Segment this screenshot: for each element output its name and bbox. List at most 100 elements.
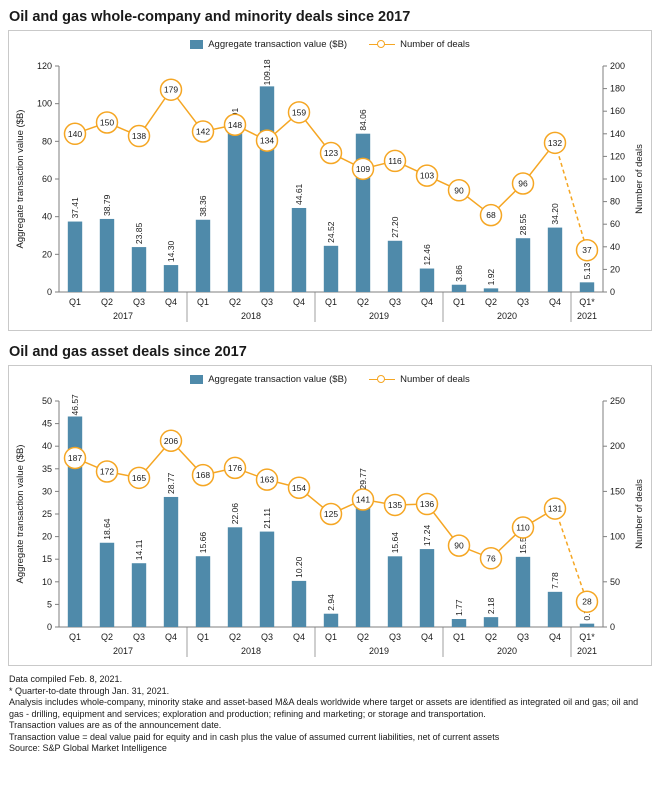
legend-item-bar-series: Aggregate transaction value ($B) [190,374,347,385]
line-marker-swatch-icon [369,374,396,385]
bar [419,549,435,627]
deals-count-label: 37 [582,245,592,255]
deals-count-label: 136 [420,499,434,509]
left-axis-tick-label: 20 [42,532,52,542]
footnote-transaction-value-definition: Transaction value = deal value paid for … [9,731,500,742]
deals-line [74,439,556,560]
bar-value-label: 15.66 [198,532,208,554]
year-label: 2021 [577,646,597,656]
deals-count-label: 116 [388,156,402,166]
deals-count-label: 109 [356,164,370,174]
left-axis-tick-label: 120 [37,61,52,71]
bar-value-label: 44.61 [294,183,304,205]
quarter-label: Q3 [389,297,401,307]
bar-swatch-icon [190,374,204,384]
quarter-label: Q4 [165,297,177,307]
bar [99,218,115,292]
quarter-label: Q2 [229,632,241,642]
deals-count-label: 163 [260,475,274,485]
quarter-label: Q3 [133,632,145,642]
legend-circle-glyph [377,40,386,48]
deals-marker [191,120,215,143]
legend-line-label: Number of deals [400,38,470,50]
bar [67,221,83,292]
right-axis-tick-label: 150 [610,486,625,496]
bar [451,618,467,627]
deals-line [74,88,556,217]
bar-value-label: 109.18 [262,59,272,85]
deals-count-label: 187 [68,453,82,463]
deals-marker [575,590,599,613]
deals-count-label: 131 [548,504,562,514]
footnote-analysis-scope: Analysis includes whole-company, minorit… [9,697,639,719]
bar-value-label: 3.86 [454,265,464,282]
bar [323,613,339,627]
deals-marker [511,516,535,539]
bar [419,268,435,292]
quarter-label: Q1 [197,632,209,642]
right-axis-tick-label: 100 [610,174,625,184]
deals-count-label: 168 [196,470,210,480]
bar-value-label: 27.20 [390,216,400,238]
legend-item-line-series: Number of deals [369,374,470,385]
right-axis-tick-label: 80 [610,197,620,207]
bar-value-label: 2.18 [486,597,496,614]
legend-item-bar-series: Aggregate transaction value ($B) [190,39,347,50]
quarter-label: Q2 [485,632,497,642]
right-axis-tick-label: 250 [610,396,625,406]
deals-count-label: 154 [292,483,306,493]
deals-count-label: 172 [100,467,114,477]
right-axis-tick-label: 0 [610,287,615,297]
left-axis-tick-label: 40 [42,441,52,451]
quarter-label: Q3 [133,297,145,307]
quarter-label: Q4 [421,632,433,642]
bar-value-label: 38.36 [198,195,208,217]
legend-item-line-series: Number of deals [369,39,470,50]
right-axis-tick-label: 20 [610,264,620,274]
bar [323,245,339,292]
quarter-label: Q1 [325,632,337,642]
quarter-label: Q1 [197,297,209,307]
quarter-label: Q3 [389,632,401,642]
year-label: 2017 [113,646,133,656]
quarter-label: Q3 [261,297,273,307]
bar [387,240,403,292]
chart2-title: Oil and gas asset deals since 2017 [9,344,247,360]
bar-value-label: 23.85 [134,223,144,245]
footnotes: Data compiled Feb. 8, 2021. * Quarter-to… [0,666,660,761]
deals-marker [447,179,471,202]
quarter-label: Q4 [421,297,433,307]
deals-marker [543,497,567,520]
year-label: 2020 [497,646,517,656]
deals-count-label: 68 [486,210,496,220]
deals-marker [351,488,375,511]
deals-marker [319,141,343,165]
deals-count-label: 206 [164,436,178,446]
bar [547,227,563,292]
bar [451,284,467,292]
bar-value-label: 15.52 [518,532,528,554]
bar [195,556,211,627]
deals-marker [479,203,503,227]
bar-value-label: 34.20 [550,203,560,225]
deals-marker [479,547,503,570]
quarter-label: Q3 [517,297,529,307]
deals-line-dashed-segment [554,142,588,251]
left-axis-tick-label: 35 [42,464,52,474]
bar [227,132,243,292]
bar-value-label: 37.41 [70,197,80,219]
bar-value-label: 1.92 [486,269,496,286]
asset-deals-chart: 0 5 10 15 20 25 30 35 40 45 50 0 50 100 150 200 250 Aggre… [15,394,645,657]
bar-value-label: 46.57 [70,394,80,416]
quarter-label: Q1* [579,632,595,642]
left-axis-title: Aggregate transaction value ($B) [15,110,26,249]
deals-marker [191,463,215,487]
chart1-title: Oil and gas whole-company and minority d… [9,9,411,25]
bar [131,563,147,627]
bar-value-label: 1.77 [454,599,464,616]
year-label: 2019 [369,646,389,656]
deals-marker [415,492,439,516]
left-axis-tick-label: 30 [42,486,52,496]
deals-count-label: 159 [292,107,306,117]
footnote-quarter-to-date: * Quarter-to-date through Jan. 31, 2021. [9,685,170,696]
